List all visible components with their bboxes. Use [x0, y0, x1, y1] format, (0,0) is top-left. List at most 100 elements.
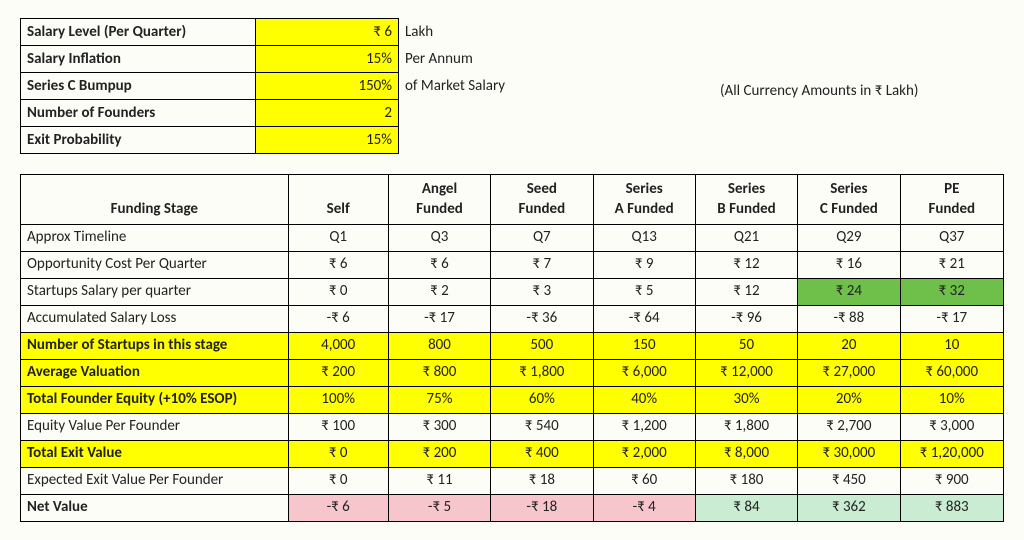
cell: ₹ 1,800 [491, 359, 593, 386]
cell: -₹ 64 [593, 305, 695, 332]
row-label: Startups Salary per quarter [21, 278, 289, 305]
cell: ₹ 18 [491, 467, 593, 494]
cell: 150 [593, 332, 695, 359]
cell: -₹ 17 [900, 305, 1003, 332]
cell: ₹ 12,000 [695, 359, 797, 386]
cell: ₹ 24 [798, 278, 900, 305]
cell: ₹ 1,200 [593, 413, 695, 440]
row-label: Opportunity Cost Per Quarter [21, 251, 289, 278]
cell: 10% [900, 386, 1003, 413]
table-row: Expected Exit Value Per Founder₹ 0₹ 11₹ … [21, 467, 1004, 494]
params-label: Number of Founders [21, 100, 256, 127]
row-label: Accumulated Salary Loss [21, 305, 289, 332]
cell: ₹ 0 [288, 440, 388, 467]
table-row: Number of Startups in this stage4,000800… [21, 332, 1004, 359]
cell: ₹ 12 [695, 278, 797, 305]
cell: ₹ 0 [288, 278, 388, 305]
cell: ₹ 800 [388, 359, 490, 386]
cell: -₹ 18 [491, 494, 593, 521]
cell: ₹ 9 [593, 251, 695, 278]
params-label: Series C Bumpup [21, 73, 256, 100]
cell: -₹ 4 [593, 494, 695, 521]
cell: ₹ 200 [388, 440, 490, 467]
cell: ₹ 8,000 [695, 440, 797, 467]
cell: 20% [798, 386, 900, 413]
params-row: Salary Inflation15%Per Annum [21, 46, 512, 73]
cell: ₹ 5 [593, 278, 695, 305]
cell: ₹ 11 [388, 467, 490, 494]
cell: ₹ 362 [798, 494, 900, 521]
cell: ₹ 180 [695, 467, 797, 494]
cell: Q13 [593, 224, 695, 251]
cell: 100% [288, 386, 388, 413]
cell: 60% [491, 386, 593, 413]
cell: ₹ 60 [593, 467, 695, 494]
cell: Q7 [491, 224, 593, 251]
cell: ₹ 1,800 [695, 413, 797, 440]
params-unit [399, 127, 512, 154]
cell: -₹ 36 [491, 305, 593, 332]
cell: ₹ 32 [900, 278, 1003, 305]
main-col-header: SeriesA Funded [593, 175, 695, 225]
params-table: Salary Level (Per Quarter)₹ 6LakhSalary … [20, 18, 512, 154]
row-label: Approx Timeline [21, 224, 289, 251]
cell: 500 [491, 332, 593, 359]
cell: ₹ 16 [798, 251, 900, 278]
main-corner-header: Funding Stage [21, 175, 289, 225]
cell: -₹ 6 [288, 305, 388, 332]
cell: 50 [695, 332, 797, 359]
cell: ₹ 2,000 [593, 440, 695, 467]
params-label: Exit Probability [21, 127, 256, 154]
table-row: Opportunity Cost Per Quarter₹ 6₹ 6₹ 7₹ 9… [21, 251, 1004, 278]
cell: ₹ 6,000 [593, 359, 695, 386]
cell: ₹ 84 [695, 494, 797, 521]
cell: 40% [593, 386, 695, 413]
cell: ₹ 1,20,000 [900, 440, 1003, 467]
table-row: Accumulated Salary Loss-₹ 6-₹ 17-₹ 36-₹ … [21, 305, 1004, 332]
table-row: Startups Salary per quarter₹ 0₹ 2₹ 3₹ 5₹… [21, 278, 1004, 305]
cell: 20 [798, 332, 900, 359]
row-label: Equity Value Per Founder [21, 413, 289, 440]
cell: ₹ 21 [900, 251, 1003, 278]
params-value: ₹ 6 [256, 19, 399, 46]
cell: ₹ 6 [388, 251, 490, 278]
cell: ₹ 200 [288, 359, 388, 386]
params-label: Salary Level (Per Quarter) [21, 19, 256, 46]
cell: ₹ 450 [798, 467, 900, 494]
params-value: 2 [256, 100, 399, 127]
cell: 75% [388, 386, 490, 413]
params-unit: Per Annum [399, 46, 512, 73]
params-row: Series C Bumpup150%of Market Salary [21, 73, 512, 100]
cell: Q37 [900, 224, 1003, 251]
params-value: 15% [256, 46, 399, 73]
cell: 30% [695, 386, 797, 413]
cell: ₹ 12 [695, 251, 797, 278]
cell: ₹ 2,700 [798, 413, 900, 440]
cell: ₹ 400 [491, 440, 593, 467]
params-row: Exit Probability15% [21, 127, 512, 154]
params-unit: Lakh [399, 19, 512, 46]
main-col-header: AngelFunded [388, 175, 490, 225]
cell: Q3 [388, 224, 490, 251]
cell: ₹ 100 [288, 413, 388, 440]
cell: ₹ 7 [491, 251, 593, 278]
main-col-header: Self [288, 175, 388, 225]
cell: Q1 [288, 224, 388, 251]
cell: -₹ 6 [288, 494, 388, 521]
cell: ₹ 27,000 [798, 359, 900, 386]
table-row: Average Valuation₹ 200₹ 800₹ 1,800₹ 6,00… [21, 359, 1004, 386]
cell: ₹ 300 [388, 413, 490, 440]
row-label: Average Valuation [21, 359, 289, 386]
cell: ₹ 900 [900, 467, 1003, 494]
cell: Q29 [798, 224, 900, 251]
table-row: Net Value-₹ 6-₹ 5-₹ 18-₹ 4₹ 84₹ 362₹ 883 [21, 494, 1004, 521]
row-label: Expected Exit Value Per Founder [21, 467, 289, 494]
row-label: Net Value [21, 494, 289, 521]
cell: -₹ 96 [695, 305, 797, 332]
table-row: Total Exit Value₹ 0₹ 200₹ 400₹ 2,000₹ 8,… [21, 440, 1004, 467]
main-table: Funding StageSelfAngelFundedSeedFundedSe… [20, 174, 1004, 522]
cell: 10 [900, 332, 1003, 359]
params-unit [399, 100, 512, 127]
cell: 4,000 [288, 332, 388, 359]
main-col-header: SeriesB Funded [695, 175, 797, 225]
